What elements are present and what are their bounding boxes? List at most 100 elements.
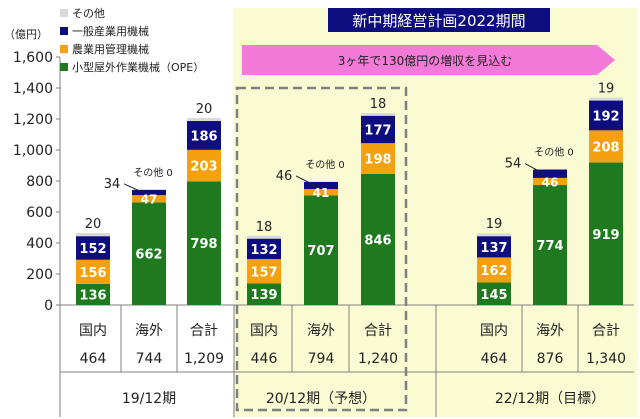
industrial-outside-label: 54 bbox=[505, 157, 522, 172]
other-zero-label: その他 0 bbox=[534, 146, 574, 159]
category-label: 海外 bbox=[135, 323, 163, 339]
bar-segment bbox=[533, 169, 567, 178]
category-total: 1,340 bbox=[586, 351, 626, 367]
category-label: 合計 bbox=[592, 323, 620, 339]
y-axis-unit: （億円） bbox=[4, 28, 48, 41]
period-group-label: 19/12期 bbox=[122, 391, 176, 407]
bar-segment bbox=[187, 121, 221, 150]
bar-segment bbox=[76, 233, 110, 237]
bar-segment bbox=[76, 259, 110, 284]
legend-swatch bbox=[60, 45, 68, 53]
other-value-label: 19 bbox=[598, 82, 615, 97]
category-label: 国内 bbox=[250, 323, 278, 339]
bar-value-label: 162 bbox=[480, 264, 507, 279]
other-zero-label: その他 0 bbox=[305, 158, 345, 171]
bar-segment bbox=[304, 195, 338, 305]
bar-segment bbox=[361, 143, 395, 174]
bar-value-label: 798 bbox=[190, 237, 217, 252]
leader-line bbox=[524, 163, 545, 175]
bar-value-label: 203 bbox=[190, 160, 217, 175]
category-label: 国内 bbox=[480, 323, 508, 339]
y-tick-label: 200 bbox=[26, 267, 53, 283]
y-tick-label: 600 bbox=[26, 205, 53, 221]
bar-value-label: 145 bbox=[480, 288, 507, 303]
bar-segment bbox=[589, 100, 623, 131]
bar-value-label: 47 bbox=[141, 193, 158, 207]
y-tick-label: 400 bbox=[26, 236, 53, 252]
growth-arrow bbox=[242, 45, 615, 75]
other-zero-label: その他 0 bbox=[133, 166, 173, 179]
category-total: 446 bbox=[251, 351, 278, 367]
other-value-label: 20 bbox=[85, 217, 102, 232]
bar-segment bbox=[304, 181, 338, 190]
bar-segment bbox=[132, 195, 166, 203]
legend-swatch bbox=[60, 63, 68, 71]
category-total: 876 bbox=[537, 351, 564, 367]
other-value-label: 18 bbox=[370, 97, 387, 112]
period-group-label: 22/12期（目標） bbox=[495, 391, 605, 407]
bar-segment bbox=[247, 235, 281, 239]
bar-segment bbox=[477, 233, 511, 237]
bar-segment bbox=[132, 202, 166, 305]
industrial-outside-label: 34 bbox=[104, 177, 121, 192]
bar-value-label: 198 bbox=[364, 153, 391, 168]
y-tick-label: 1,200 bbox=[13, 112, 53, 128]
y-tick-label: 800 bbox=[26, 174, 53, 190]
bar-value-label: 846 bbox=[364, 233, 391, 248]
bar-segment bbox=[361, 173, 395, 305]
bar-segment bbox=[361, 115, 395, 144]
bar-segment bbox=[361, 112, 395, 116]
bar-value-label: 192 bbox=[592, 109, 619, 124]
growth-arrow-text: 3ヶ年で130億円の増収を見込む bbox=[338, 54, 513, 68]
bar-segment bbox=[76, 283, 110, 305]
bar-value-label: 46 bbox=[542, 175, 559, 189]
other-value-label: 18 bbox=[256, 220, 273, 235]
legend-label: その他 bbox=[72, 7, 105, 20]
bar-segment bbox=[533, 185, 567, 305]
plan-banner-text: 新中期経営計画2022期間 bbox=[352, 12, 525, 30]
bar-segment bbox=[187, 117, 221, 122]
bar-value-label: 177 bbox=[364, 123, 391, 138]
bar-segment bbox=[589, 130, 623, 163]
bar-value-label: 156 bbox=[79, 266, 106, 281]
bar-segment bbox=[589, 162, 623, 305]
legend-label: 一般産業用機械 bbox=[72, 24, 149, 38]
bar-value-label: 774 bbox=[536, 239, 563, 254]
bar-segment bbox=[477, 257, 511, 283]
other-value-label: 20 bbox=[196, 102, 213, 117]
legend-label: 農業用管理機械 bbox=[72, 42, 149, 56]
legend-swatch bbox=[60, 27, 68, 35]
category-label: 海外 bbox=[307, 323, 335, 339]
y-tick-label: 1,600 bbox=[13, 50, 53, 66]
bar-segment bbox=[247, 238, 281, 260]
y-tick-label: 0 bbox=[44, 298, 53, 314]
other-value-label: 19 bbox=[486, 217, 503, 232]
bar-segment bbox=[477, 282, 511, 305]
legend-label: 小型屋外作業機械（OPE） bbox=[72, 60, 204, 74]
category-total: 1,209 bbox=[184, 351, 224, 367]
bar-segment bbox=[304, 189, 338, 196]
bar-segment bbox=[132, 189, 166, 196]
category-label: 合計 bbox=[190, 323, 218, 339]
bar-value-label: 136 bbox=[79, 288, 106, 303]
category-total: 464 bbox=[481, 351, 508, 367]
legend-swatch bbox=[60, 9, 68, 17]
bar-value-label: 707 bbox=[307, 244, 334, 259]
industrial-outside-label: 46 bbox=[276, 169, 293, 184]
bar-segment bbox=[247, 259, 281, 284]
bar-value-label: 919 bbox=[592, 228, 619, 243]
category-total: 1,240 bbox=[358, 351, 398, 367]
bar-value-label: 208 bbox=[592, 140, 619, 155]
y-tick-label: 1,400 bbox=[13, 81, 53, 97]
bar-value-label: 157 bbox=[250, 265, 277, 280]
category-label: 国内 bbox=[79, 323, 107, 339]
bar-segment bbox=[477, 236, 511, 258]
bar-value-label: 41 bbox=[313, 186, 330, 200]
bar-value-label: 152 bbox=[79, 242, 106, 257]
bar-segment bbox=[187, 149, 221, 182]
bar-value-label: 186 bbox=[190, 129, 217, 144]
bar-value-label: 662 bbox=[135, 248, 162, 263]
bar-segment bbox=[533, 177, 567, 186]
bar-segment bbox=[589, 97, 623, 101]
